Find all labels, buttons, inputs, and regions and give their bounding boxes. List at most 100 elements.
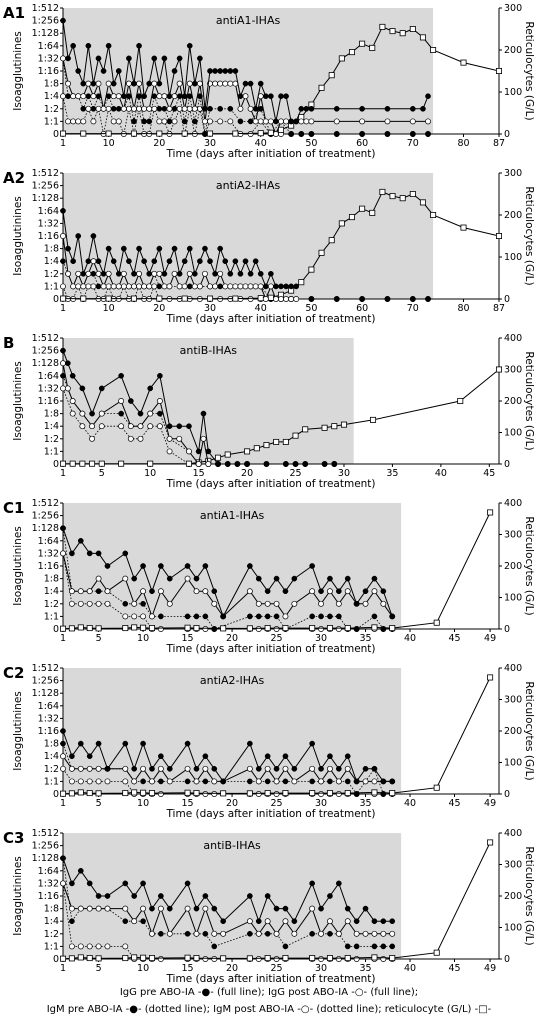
data-point [141,118,147,125]
x-tick-label: 30 [315,963,327,974]
data-point [98,410,105,417]
x-tick-label: 49 [484,798,496,809]
data-point [95,575,102,582]
data-point [136,80,142,87]
data-point [118,410,124,417]
data-point [70,93,77,100]
data-point [244,461,250,467]
data-point [105,295,112,302]
data-point [95,283,102,290]
data-point [197,258,203,265]
series-igg-post [60,880,396,937]
data-point [353,943,360,950]
data-point [95,765,102,772]
data-point [283,296,290,302]
x-tick-label: 50 [305,138,317,149]
data-point [207,68,213,74]
x-tick-label: 40 [255,138,267,149]
data-point [185,460,192,467]
data-point [105,270,112,277]
data-point [104,563,111,569]
data-point [389,790,396,797]
data-point [264,753,271,760]
data-point [85,93,92,100]
data-point [318,249,325,256]
data-point [217,118,224,125]
data-point [227,68,234,74]
data-point [181,295,188,302]
series-igg-post [60,233,300,302]
data-point [95,893,102,899]
data-point [278,118,284,125]
data-point [161,118,168,125]
data-point [156,398,163,404]
data-point [328,72,335,79]
data-point [86,955,93,962]
y2-axis-title: Reticulocytes (G/L) [523,516,535,615]
data-point [384,105,391,112]
data-point [257,80,264,87]
data-point [140,765,147,772]
data-point [85,105,92,112]
data-point [77,740,84,747]
data-point [433,949,440,956]
data-point [60,460,67,467]
data-point [222,68,229,74]
data-point [291,765,298,772]
data-point [353,600,360,607]
data-point [257,295,264,302]
data-point [161,55,168,62]
panel-a2: A2 antiA2-IHAs 0 1:11:2 1:41:8 1:16 1:321:64 1:… [3,168,535,325]
data-point [333,131,340,137]
data-point [69,372,76,379]
data-point [247,778,253,785]
data-point [136,245,142,252]
data-point [326,588,333,595]
data-point [298,118,305,125]
data-point [196,80,203,87]
data-point [166,905,173,912]
data-point [65,80,72,87]
data-point [202,930,209,937]
data-point [126,258,132,265]
data-point [267,118,274,125]
data-point [70,118,77,125]
data-point [95,943,102,950]
x-tick-label: 70 [407,303,419,314]
data-point [380,588,387,595]
data-point [288,283,294,290]
data-point [242,258,249,265]
data-point [331,423,338,430]
data-point [77,905,84,912]
data-point [419,199,426,206]
data-point [85,283,92,290]
data-point [335,956,342,962]
data-point [161,270,168,277]
data-point [205,461,212,467]
data-point [60,955,67,962]
data-point [293,118,300,125]
data-point [184,930,191,937]
data-point [202,245,208,252]
y-tick-label: 1:2 [44,929,59,940]
data-point [291,778,298,785]
y-axis-title: Isoagglutinines [12,31,24,111]
data-point [69,880,75,887]
data-point [122,613,129,620]
x-tick-label: 10 [103,303,115,314]
data-point [176,435,183,442]
data-point [120,105,127,112]
x-tick-label: 10 [137,633,149,644]
data-point [157,410,163,417]
data-point [202,613,209,620]
data-point [166,118,173,125]
data-point [122,880,129,887]
data-point [110,118,117,125]
data-point [202,893,209,899]
data-point [282,955,289,962]
x-tick-label: 60 [356,303,368,314]
data-point [157,905,164,912]
data-point [85,42,92,49]
data-point [60,525,66,532]
data-point [100,105,107,112]
